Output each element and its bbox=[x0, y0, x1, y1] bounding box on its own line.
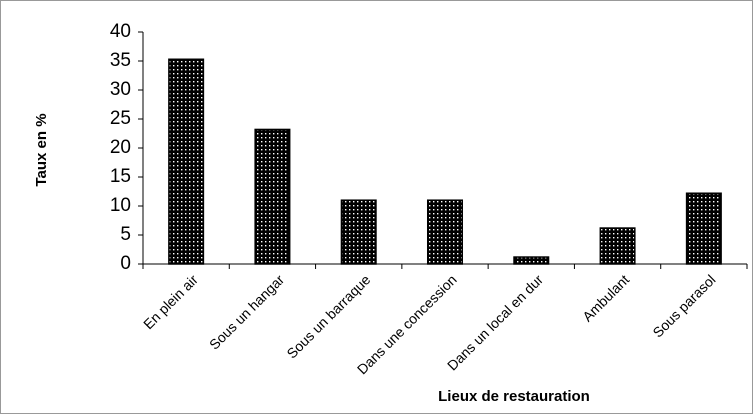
bar bbox=[254, 128, 291, 265]
y-tick-label: 0 bbox=[120, 253, 131, 274]
y-tick-label: 20 bbox=[110, 137, 131, 158]
bar bbox=[168, 58, 205, 265]
bar bbox=[685, 192, 722, 265]
y-tick-label: 30 bbox=[110, 79, 131, 100]
bar bbox=[340, 199, 377, 265]
y-axis-title: Taux en % bbox=[33, 113, 50, 186]
y-tick-label: 40 bbox=[110, 21, 131, 42]
x-axis-title: Lieux de restauration bbox=[438, 388, 590, 405]
bar bbox=[599, 227, 636, 265]
y-tick-label: 10 bbox=[110, 195, 131, 216]
y-tick-label: 35 bbox=[110, 50, 131, 71]
bar bbox=[426, 199, 464, 265]
y-tick-label: 15 bbox=[110, 166, 131, 187]
y-tick-label: 25 bbox=[110, 108, 131, 129]
bar bbox=[513, 256, 550, 265]
y-tick-label: 5 bbox=[120, 224, 131, 245]
